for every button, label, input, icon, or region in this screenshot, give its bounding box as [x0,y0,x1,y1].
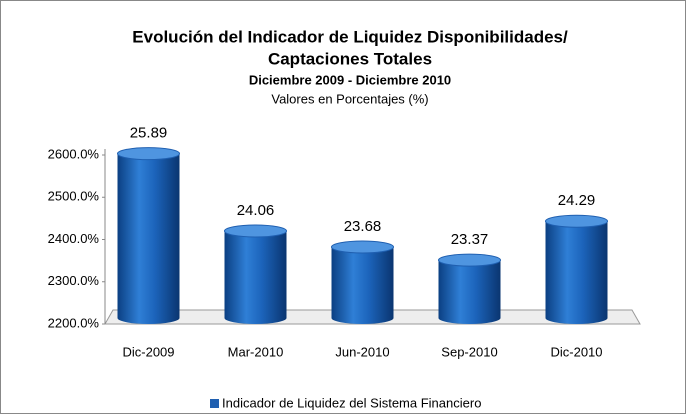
chart-title: Captaciones Totales [268,49,432,68]
y-tick-label: 2200.0% [48,315,100,330]
x-tick-label: Mar-2010 [228,344,284,359]
chart-note: Valores en Porcentajes (%) [271,91,428,106]
bar-cap [117,147,180,161]
x-tick-label: Sep-2010 [441,344,497,359]
chart-subtitle: Diciembre 2009 - Diciembre 2010 [249,72,451,87]
y-tick-label: 2300.0% [48,273,100,288]
legend-label: Indicador de Liquidez del Sistema Financ… [222,395,481,410]
bar-cap [438,253,501,267]
x-tick-label: Dic-2010 [550,344,602,359]
bar-cap [224,224,287,238]
bar [331,247,394,324]
y-tick-label: 2400.0% [48,231,100,246]
data-label: 24.29 [558,192,596,209]
data-label: 23.68 [344,218,382,235]
x-tick-label: Jun-2010 [335,344,389,359]
data-label: 25.89 [130,125,168,142]
bar [117,153,180,324]
y-tick-label: 2600.0% [48,146,100,161]
bar [224,230,287,324]
y-tick-label: 2500.0% [48,189,100,204]
data-label: 23.37 [451,231,489,248]
bar-cap [331,240,394,254]
data-label: 24.06 [237,202,275,219]
bar [438,260,501,324]
chart-title: Evolución del Indicador de Liquidez Disp… [132,27,568,46]
bar-cap [545,214,608,228]
x-tick-label: Dic-2009 [122,344,174,359]
bar [545,221,608,324]
legend-swatch [210,399,219,408]
